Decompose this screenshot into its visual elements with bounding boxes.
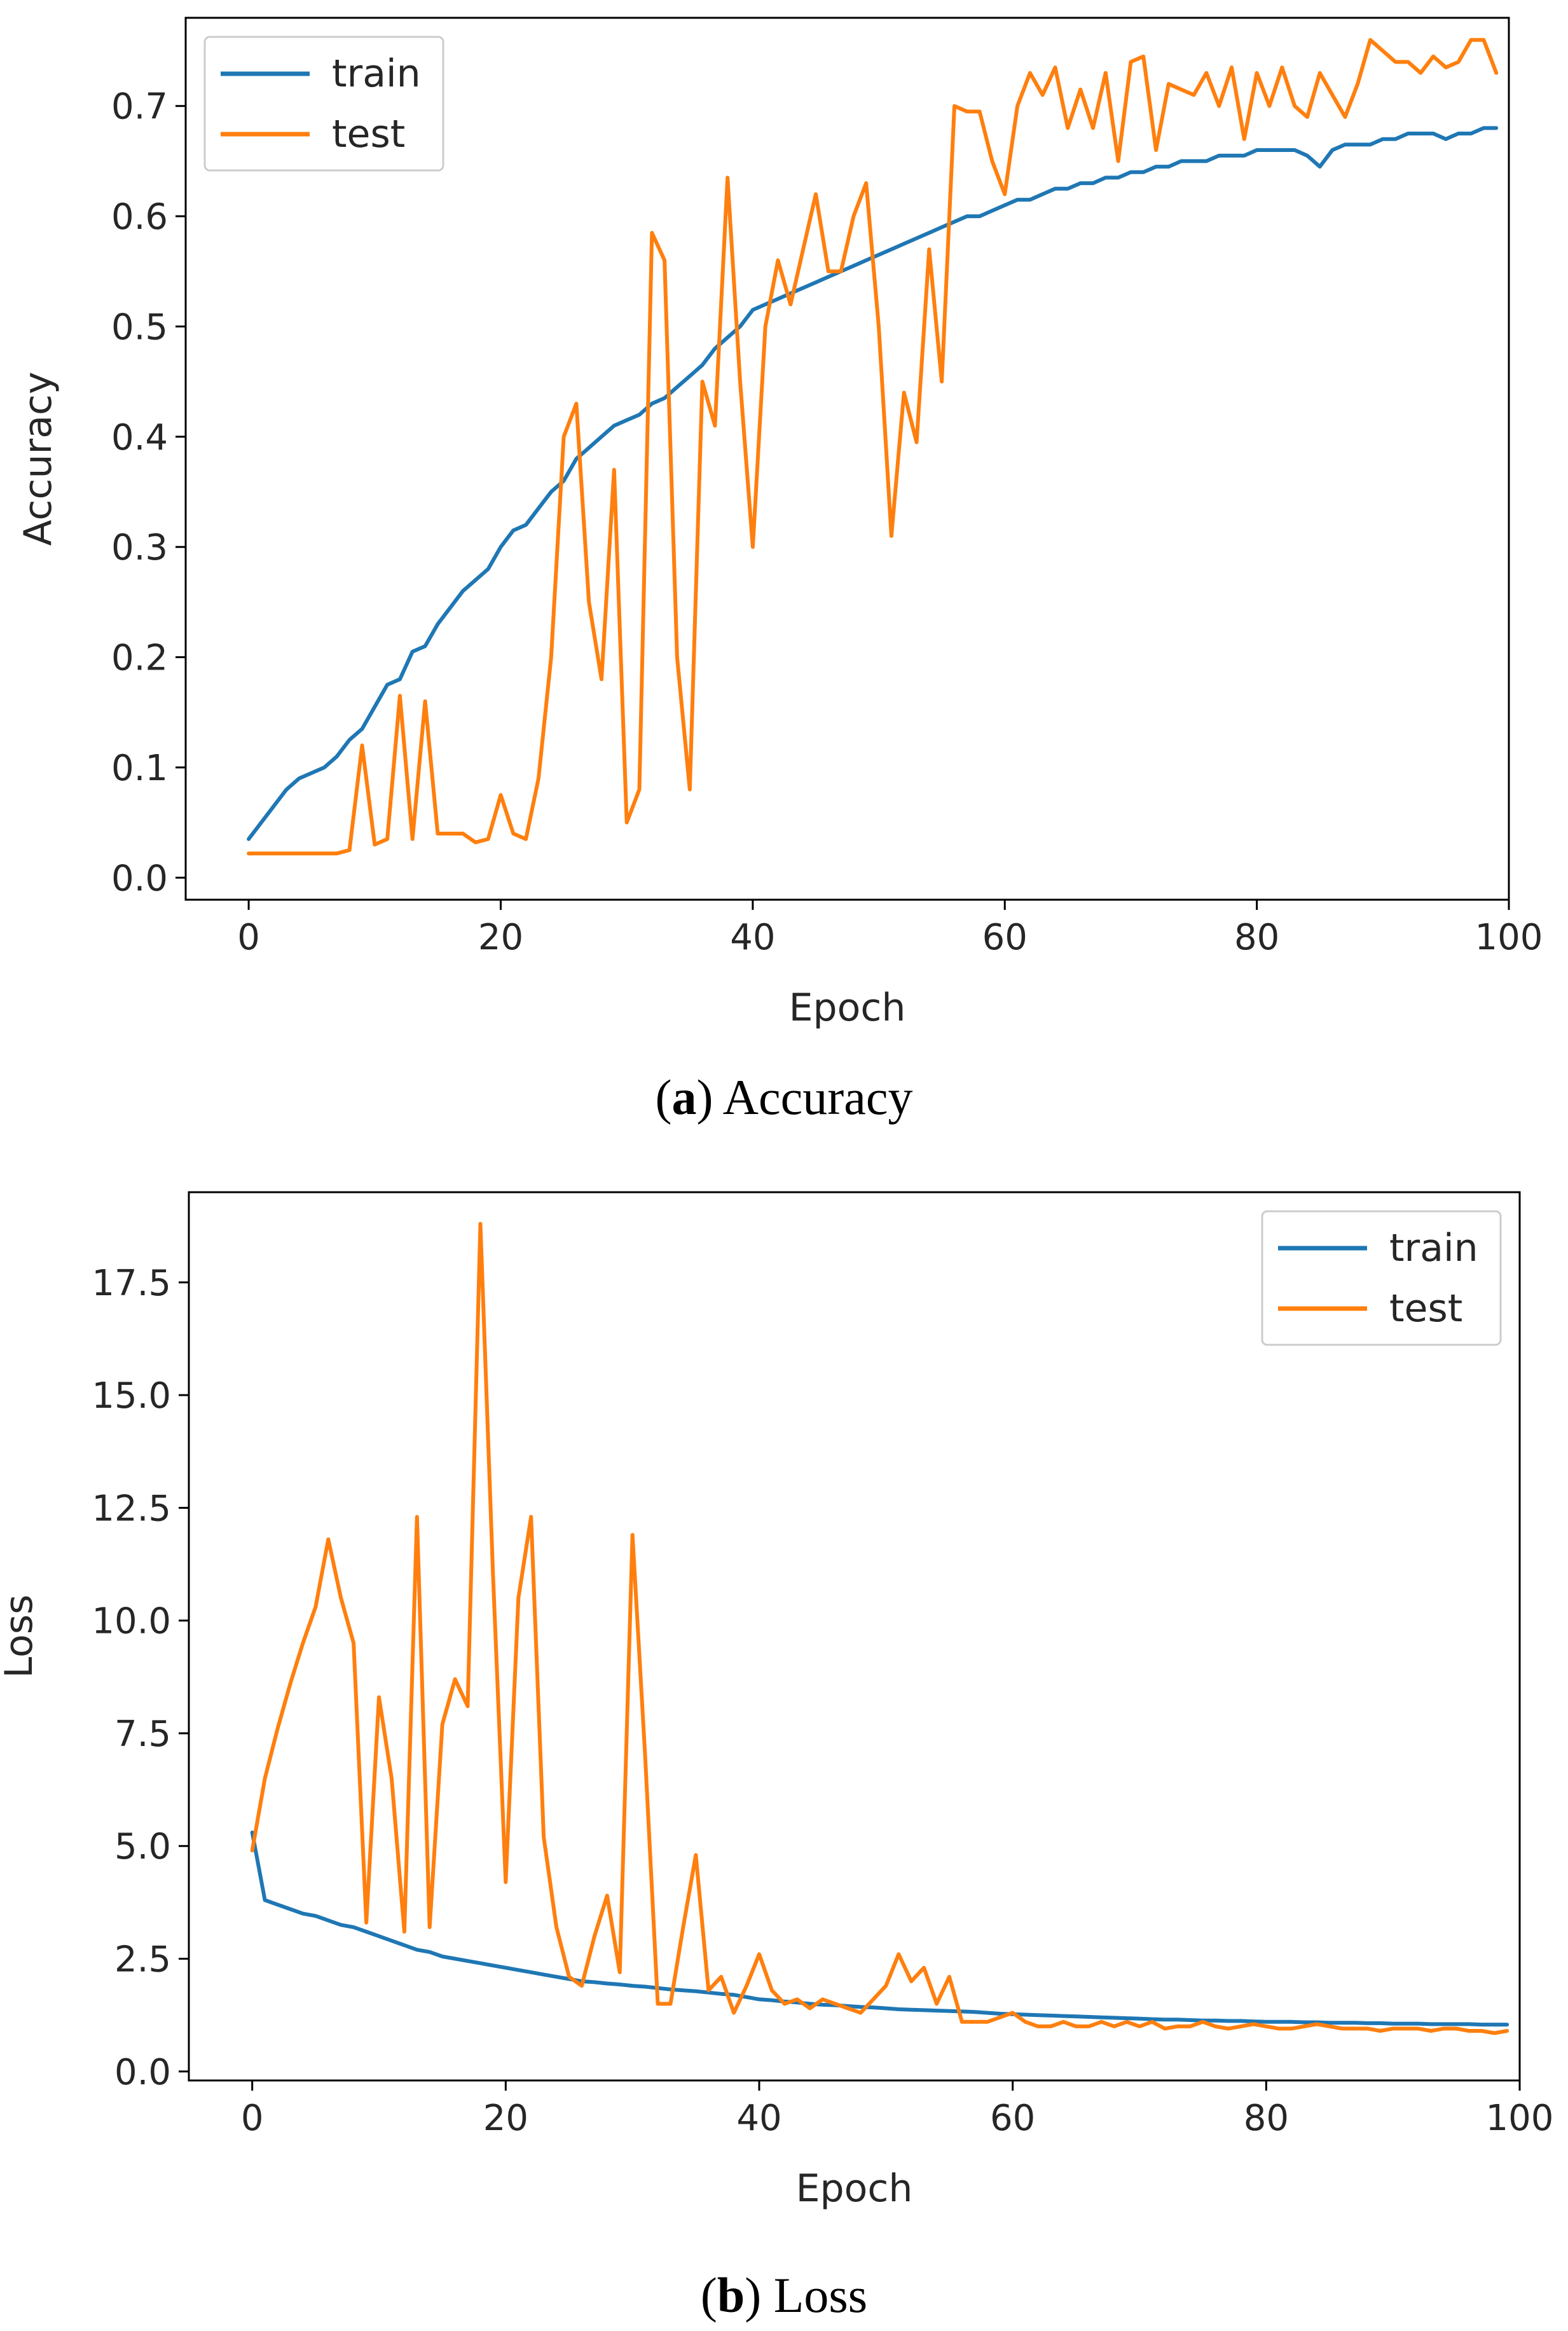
accuracy-ytick-label: 0.0 bbox=[111, 858, 168, 899]
accuracy-legend-label-train: train bbox=[332, 52, 421, 96]
accuracy-ytick-label: 0.2 bbox=[111, 638, 168, 679]
loss-xtick-label: 100 bbox=[1486, 2098, 1554, 2139]
accuracy-xtick-label: 100 bbox=[1475, 917, 1543, 958]
caption-loss-letter: b bbox=[717, 2267, 745, 2323]
accuracy-xtick-label: 60 bbox=[982, 917, 1028, 958]
loss-legend-label-train: train bbox=[1389, 1226, 1478, 1270]
accuracy-ytick-label: 0.6 bbox=[111, 196, 168, 238]
accuracy-ytick-label: 0.3 bbox=[111, 527, 168, 568]
accuracy-series-test bbox=[247, 38, 1499, 856]
caption-accuracy-letter: a bbox=[672, 1069, 697, 1125]
loss-xtick-label: 40 bbox=[736, 2098, 781, 2139]
caption-loss: (b) Loss bbox=[701, 2267, 867, 2323]
loss-ytick-label: 15.0 bbox=[92, 1375, 171, 1417]
loss-series-test bbox=[250, 1221, 1510, 2035]
loss-legend: train test bbox=[1261, 1210, 1502, 1346]
caption-accuracy: (a) Accuracy bbox=[656, 1069, 913, 1125]
loss-y-axis-label: Loss bbox=[0, 1595, 41, 1679]
accuracy-xtick-label: 80 bbox=[1234, 917, 1279, 958]
loss-x-axis-label: Epoch bbox=[796, 2166, 913, 2211]
loss-xtick-label: 60 bbox=[990, 2098, 1035, 2139]
loss-xtick-label: 0 bbox=[241, 2098, 264, 2139]
accuracy-y-axis-label: Accuracy bbox=[16, 372, 60, 546]
caption-loss-text: Loss bbox=[761, 2267, 867, 2323]
accuracy-ytick-label: 0.4 bbox=[111, 417, 168, 458]
accuracy-ytick-label: 0.1 bbox=[111, 748, 168, 789]
loss-xtick-label: 20 bbox=[483, 2098, 528, 2139]
accuracy-xtick-label: 0 bbox=[237, 917, 260, 958]
accuracy-ytick-label: 0.5 bbox=[111, 306, 168, 348]
caption-accuracy-text: Accuracy bbox=[713, 1069, 912, 1125]
accuracy-legend: train test bbox=[203, 36, 444, 172]
accuracy-xtick-label: 20 bbox=[478, 917, 523, 958]
accuracy-xtick-label: 40 bbox=[730, 917, 775, 958]
accuracy-legend-box bbox=[203, 36, 444, 172]
loss-ytick-label: 5.0 bbox=[114, 1826, 171, 1867]
loss-legend-label-test: test bbox=[1389, 1286, 1462, 1331]
loss-ytick-label: 12.5 bbox=[92, 1488, 171, 1529]
loss-series-train bbox=[250, 1831, 1510, 2027]
loss-xtick-label: 80 bbox=[1244, 2098, 1289, 2139]
loss-ytick-label: 7.5 bbox=[114, 1714, 171, 1755]
loss-axes-frame bbox=[188, 1191, 1521, 2082]
loss-ytick-label: 0.0 bbox=[114, 2052, 171, 2093]
loss-legend-box bbox=[1261, 1210, 1502, 1346]
accuracy-x-axis-label: Epoch bbox=[789, 986, 906, 1030]
loss-ytick-label: 2.5 bbox=[114, 1939, 171, 1981]
accuracy-legend-label-test: test bbox=[332, 112, 405, 156]
loss-ytick-label: 17.5 bbox=[92, 1263, 171, 1304]
accuracy-ytick-label: 0.7 bbox=[111, 86, 168, 128]
loss-ytick-label: 10.0 bbox=[92, 1601, 171, 1642]
accuracy-chart: 0 20 40 60 80 100 0.0 0.1 0.2 0.3 0.4 0.5 0.6 0.7 Epoc… bbox=[16, 17, 1543, 1030]
accuracy-axes-frame bbox=[184, 17, 1510, 901]
loss-chart: 0 20 40 60 80 100 0.0 2.5 5.0 7.5 10.0 12.5 15.0 17.5… bbox=[0, 1191, 1554, 2211]
